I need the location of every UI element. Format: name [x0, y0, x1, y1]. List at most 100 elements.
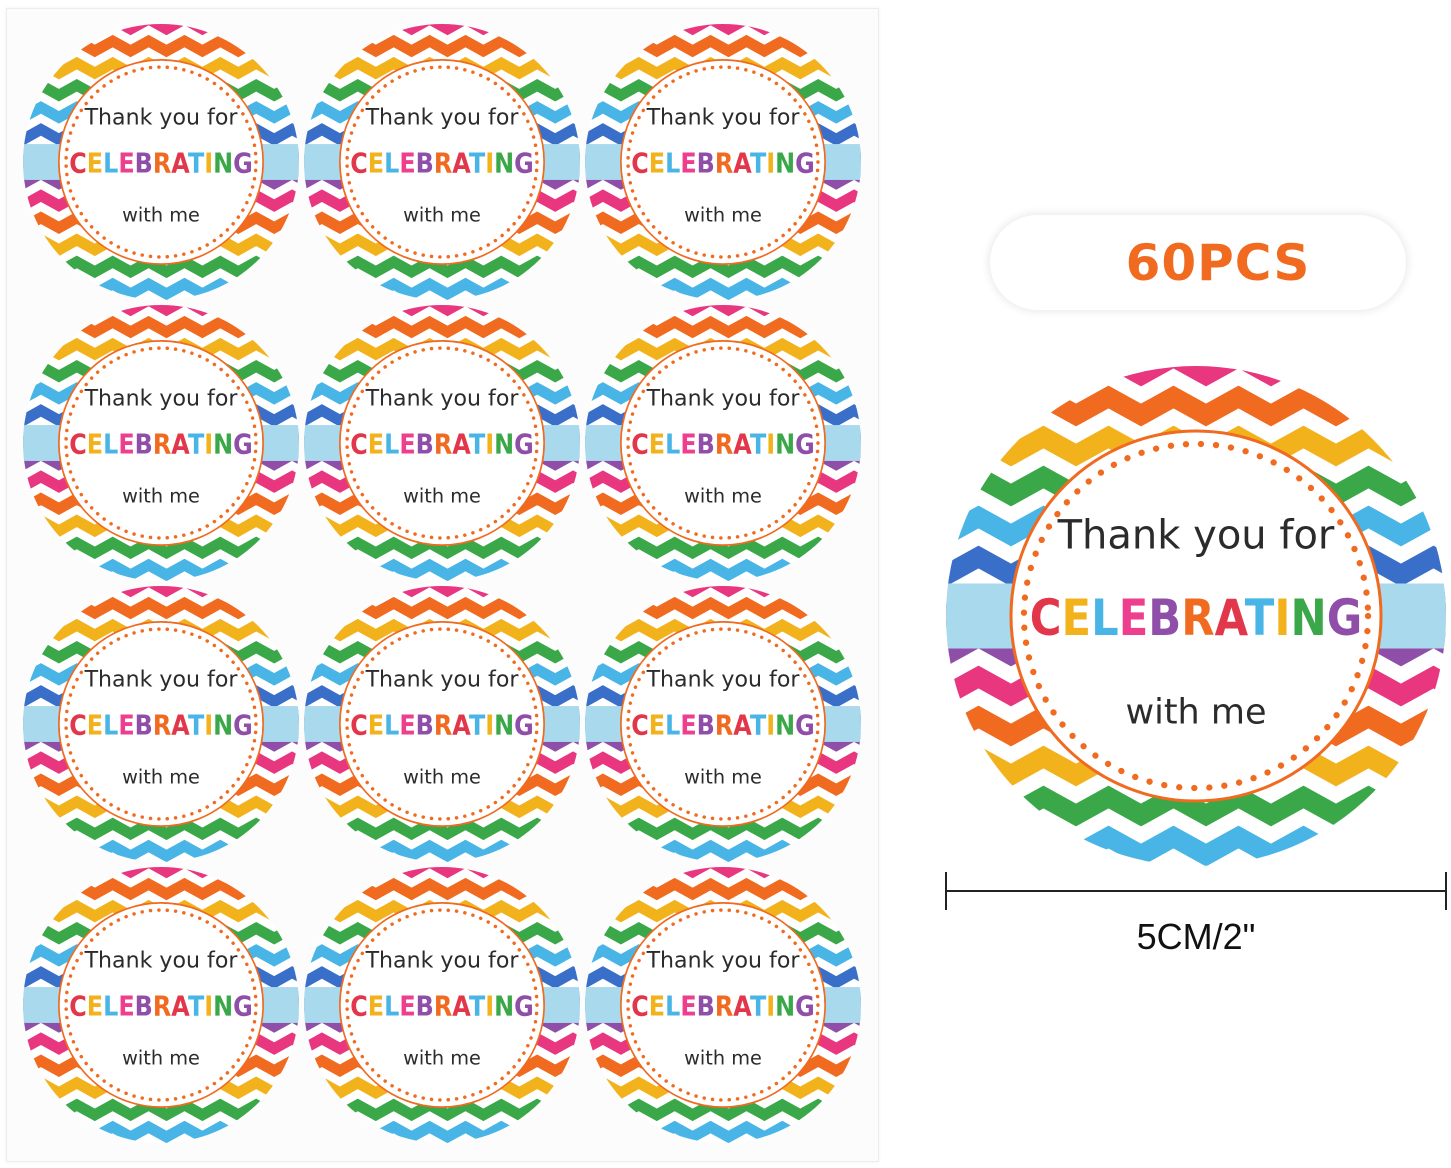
sticker-line-2: CELEBRATING	[69, 708, 253, 741]
sticker-line-3: with me	[684, 765, 762, 788]
sticker-line-2: CELEBRATING	[350, 989, 534, 1022]
sticker-line-1: Thank you for	[646, 948, 801, 974]
sticker-line-2: CELEBRATING	[350, 708, 534, 741]
chevron-stripe	[23, 867, 299, 879]
inner-circle	[58, 621, 264, 827]
sheet-sticker: Thank you for CELEBRATING with me	[5, 0, 310, 300]
sheet-sticker: Thank you for CELEBRATING with me	[304, 586, 580, 862]
sticker-line-3: with me	[684, 1046, 762, 1069]
chevron-stripe	[946, 825, 1446, 866]
size-label: 5CM/2"	[1136, 916, 1256, 957]
sticker-line-3: with me	[122, 484, 200, 507]
sticker-line-1: Thank you for	[646, 386, 801, 412]
chevron-stripe	[946, 385, 1446, 427]
sticker-line-3: with me	[403, 203, 481, 226]
sticker-line-1: Thank you for	[646, 105, 801, 131]
inner-circle	[339, 59, 545, 265]
sticker-line-2: CELEBRATING	[69, 989, 253, 1022]
chevron-stripe	[585, 1120, 861, 1143]
inner-circle	[1009, 429, 1383, 803]
chevron-stripe	[946, 366, 1446, 387]
sticker-line-1: Thank you for	[1057, 513, 1335, 559]
dotted-ring	[1020, 440, 1372, 792]
sheet-sticker: Thank you for CELEBRATING with me	[23, 586, 299, 862]
dotted-ring	[64, 346, 258, 540]
chevron-stripe	[23, 558, 299, 581]
sticker-line-2: CELEBRATING	[350, 427, 534, 460]
sticker-line-2: CELEBRATING	[350, 146, 534, 179]
sheet-sticker: Thank you for CELEBRATING with me	[23, 867, 299, 1143]
chevron-stripe	[585, 839, 861, 862]
sticker-line-1: Thank you for	[365, 948, 520, 974]
sticker-line-1: Thank you for	[365, 386, 520, 412]
chevron-stripe	[585, 586, 861, 598]
chevron-stripe	[304, 839, 580, 862]
dotted-ring	[626, 346, 820, 540]
sticker-line-3: with me	[684, 484, 762, 507]
inner-circle	[339, 621, 545, 827]
chevron-stripe	[23, 586, 299, 598]
sticker-line-1: Thank you for	[84, 105, 239, 131]
sheet-sticker: Thank you for CELEBRATING with me	[304, 305, 580, 581]
chevron-stripe	[23, 877, 299, 901]
sheet-sticker: Thank you for CELEBRATING with me	[286, 0, 591, 300]
dotted-ring	[345, 65, 539, 259]
chevron-stripe	[304, 877, 580, 901]
sticker-line-2: CELEBRATING	[69, 427, 253, 460]
chevron-stripe	[23, 1142, 299, 1143]
chevron-stripe	[585, 34, 861, 58]
chevron-stripe	[585, 867, 861, 879]
chevron-stripe	[23, 34, 299, 58]
chevron-stripe	[304, 867, 580, 879]
quantity-badge-text: 60PCS	[1125, 233, 1311, 292]
sticker-line-3: with me	[403, 1046, 481, 1069]
chevron-stripe	[304, 315, 580, 339]
sticker-line-3: with me	[122, 203, 200, 226]
sticker-line-2: CELEBRATING	[631, 989, 815, 1022]
chevron-stripe	[23, 1120, 299, 1143]
sheet-sticker: Thank you for CELEBRATING with me	[567, 0, 872, 300]
inner-circle	[620, 902, 826, 1108]
chevron-stripe	[304, 1120, 580, 1143]
chevron-stripe	[5, 0, 310, 7]
inner-circle	[620, 621, 826, 827]
inner-circle	[339, 340, 545, 546]
large-sticker: Thank you for CELEBRATING with me	[946, 366, 1446, 866]
inner-circle	[58, 902, 264, 1108]
inner-circle	[58, 340, 264, 546]
chevron-stripe	[304, 277, 580, 300]
chevron-stripe	[304, 558, 580, 581]
sticker-line-1: Thank you for	[84, 667, 239, 693]
sticker-line-1: Thank you for	[84, 386, 239, 412]
dotted-ring	[64, 908, 258, 1102]
chevron-stripe	[304, 586, 580, 598]
sheet-sticker: Thank you for CELEBRATING with me	[23, 305, 299, 581]
sticker-line-2: CELEBRATING	[69, 146, 253, 179]
sticker-line-2: CELEBRATING	[631, 427, 815, 460]
chevron-stripe	[304, 34, 580, 58]
chevron-stripe	[304, 24, 580, 36]
chevron-stripe	[304, 596, 580, 620]
dotted-ring	[626, 627, 820, 821]
sticker-line-1: Thank you for	[365, 667, 520, 693]
chevron-stripe	[567, 0, 872, 7]
inner-circle	[620, 340, 826, 546]
measure-line	[945, 890, 1447, 892]
dotted-ring	[345, 346, 539, 540]
sticker-line-1: Thank you for	[646, 667, 801, 693]
sticker-line-3: with me	[1125, 693, 1266, 733]
sheet-sticker: Thank you for CELEBRATING with me	[585, 305, 861, 581]
chevron-stripe	[23, 24, 299, 36]
chevron-stripe	[23, 839, 299, 862]
dotted-ring	[64, 627, 258, 821]
sticker-line-3: with me	[403, 484, 481, 507]
chevron-stripe	[286, 0, 591, 7]
dotted-ring	[626, 65, 820, 259]
chevron-stripe	[585, 877, 861, 901]
chevron-stripe	[585, 315, 861, 339]
inner-circle	[339, 902, 545, 1108]
inner-circle	[620, 59, 826, 265]
inner-circle	[58, 59, 264, 265]
sticker-line-1: Thank you for	[365, 105, 520, 131]
